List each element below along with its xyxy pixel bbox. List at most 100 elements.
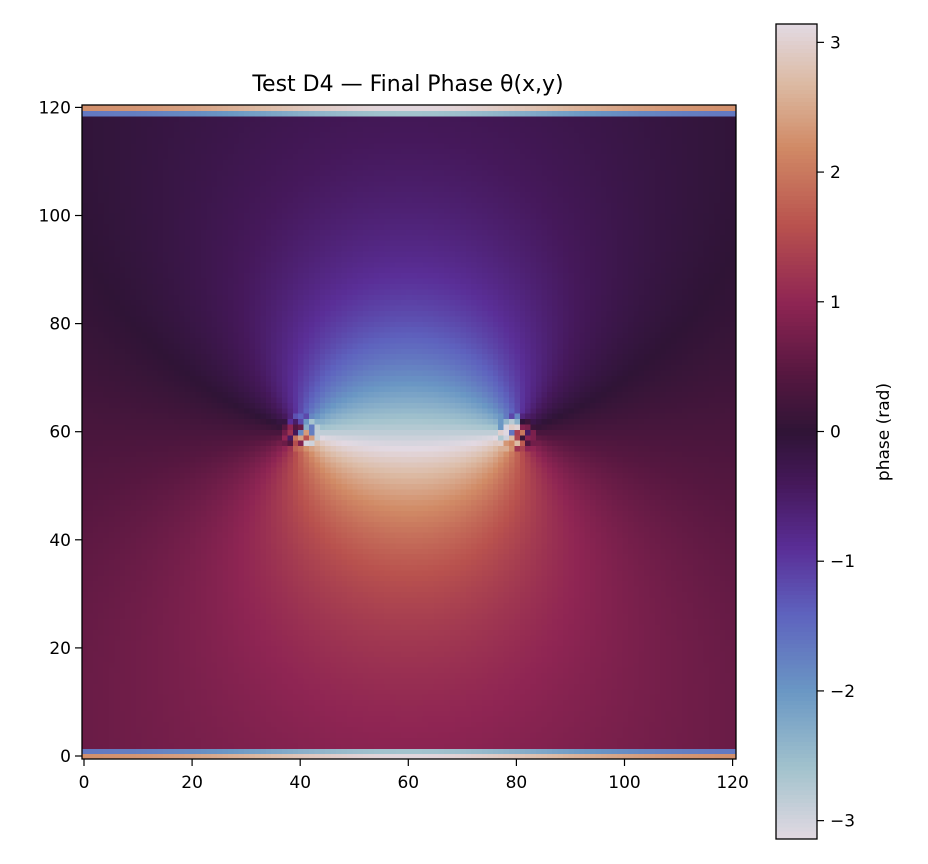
heatmap-cell bbox=[357, 580, 364, 587]
heatmap-cell bbox=[249, 737, 256, 744]
heatmap-cell bbox=[411, 737, 418, 744]
heatmap-cell bbox=[281, 650, 288, 657]
heatmap-cell bbox=[287, 634, 294, 641]
heatmap-cell bbox=[633, 677, 640, 684]
heatmap-cell bbox=[514, 602, 521, 609]
heatmap-cell bbox=[309, 753, 316, 760]
heatmap-cell bbox=[82, 677, 88, 684]
heatmap-cell bbox=[244, 559, 251, 566]
heatmap-cell bbox=[427, 672, 434, 679]
heatmap-cell bbox=[525, 694, 532, 701]
heatmap-cell bbox=[368, 677, 375, 684]
heatmap-cell bbox=[206, 715, 213, 722]
heatmap-cell bbox=[330, 721, 337, 728]
heatmap-cell bbox=[390, 731, 397, 738]
heatmap-cell bbox=[281, 548, 288, 555]
heatmap-cell bbox=[714, 553, 721, 560]
heatmap-cell bbox=[411, 748, 418, 755]
heatmap-cell bbox=[627, 656, 634, 663]
heatmap-cell bbox=[519, 683, 526, 690]
heatmap-cell bbox=[103, 580, 110, 587]
heatmap-cell bbox=[471, 575, 478, 582]
heatmap-cell bbox=[319, 537, 326, 544]
heatmap-cell bbox=[200, 656, 207, 663]
heatmap-cell bbox=[98, 580, 105, 587]
heatmap-cell bbox=[244, 580, 251, 587]
heatmap-cell bbox=[379, 596, 386, 603]
heatmap-cell bbox=[498, 683, 505, 690]
heatmap-cell bbox=[719, 537, 726, 544]
heatmap-cell bbox=[568, 726, 575, 733]
heatmap-cell bbox=[536, 704, 543, 711]
heatmap-cell bbox=[557, 553, 564, 560]
heatmap-cell bbox=[654, 564, 661, 571]
heatmap-cell bbox=[309, 640, 316, 647]
heatmap-cell bbox=[649, 694, 656, 701]
heatmap-cell bbox=[665, 586, 672, 593]
heatmap-cell bbox=[227, 586, 234, 593]
heatmap-cell bbox=[627, 542, 634, 549]
heatmap-cell bbox=[460, 569, 467, 576]
heatmap-cell bbox=[217, 748, 224, 755]
heatmap-cell bbox=[395, 629, 402, 636]
heatmap-cell bbox=[98, 537, 105, 544]
heatmap-cell bbox=[638, 607, 645, 614]
heatmap-cell bbox=[211, 699, 218, 706]
heatmap-cell bbox=[476, 656, 483, 663]
heatmap-cell bbox=[244, 742, 251, 749]
heatmap-cell bbox=[552, 629, 559, 636]
heatmap-cell bbox=[114, 721, 121, 728]
heatmap-cell bbox=[471, 602, 478, 609]
heatmap-cell bbox=[254, 742, 261, 749]
heatmap-cell bbox=[714, 607, 721, 614]
heatmap-cell bbox=[265, 542, 272, 549]
heatmap-cell bbox=[508, 602, 515, 609]
heatmap-cell bbox=[546, 575, 553, 582]
heatmap-cell bbox=[260, 542, 267, 549]
heatmap-cell bbox=[168, 753, 175, 760]
heatmap-cell bbox=[476, 591, 483, 598]
heatmap-cell bbox=[590, 559, 597, 566]
heatmap-cell bbox=[136, 586, 143, 593]
heatmap-cell bbox=[92, 596, 99, 603]
heatmap-cell bbox=[465, 591, 472, 598]
heatmap-cell bbox=[200, 607, 207, 614]
heatmap-cell bbox=[379, 748, 386, 755]
heatmap-cell bbox=[503, 726, 510, 733]
heatmap-cell bbox=[530, 537, 537, 544]
heatmap-cell bbox=[163, 683, 170, 690]
heatmap-cell bbox=[590, 710, 597, 717]
heatmap-cell bbox=[190, 580, 197, 587]
heatmap-cell bbox=[249, 569, 256, 576]
heatmap-cell bbox=[330, 737, 337, 744]
heatmap-cell bbox=[330, 672, 337, 679]
heatmap-cell bbox=[584, 537, 591, 544]
heatmap-cell bbox=[152, 531, 159, 538]
heatmap-cell bbox=[190, 553, 197, 560]
heatmap-cell bbox=[281, 591, 288, 598]
heatmap-cell bbox=[454, 688, 461, 695]
heatmap-cell bbox=[141, 737, 148, 744]
heatmap-cell bbox=[660, 656, 667, 663]
heatmap-cell bbox=[336, 742, 343, 749]
heatmap-cell bbox=[184, 553, 191, 560]
heatmap-cell bbox=[719, 623, 726, 630]
heatmap-cell bbox=[487, 623, 494, 630]
heatmap-cell bbox=[471, 580, 478, 587]
heatmap-cell bbox=[411, 650, 418, 657]
heatmap-cell bbox=[633, 623, 640, 630]
heatmap-cell bbox=[287, 688, 294, 695]
heatmap-cell bbox=[390, 661, 397, 668]
heatmap-cell bbox=[411, 715, 418, 722]
heatmap-cell bbox=[541, 694, 548, 701]
heatmap-cell bbox=[692, 748, 699, 755]
heatmap-cell bbox=[281, 715, 288, 722]
heatmap-cell bbox=[708, 553, 715, 560]
heatmap-cell bbox=[395, 667, 402, 674]
heatmap-cell bbox=[438, 602, 445, 609]
heatmap-cell bbox=[281, 753, 288, 760]
heatmap-cell bbox=[552, 575, 559, 582]
heatmap-cell bbox=[152, 575, 159, 582]
heatmap-cell bbox=[336, 634, 343, 641]
heatmap-cell bbox=[563, 548, 570, 555]
